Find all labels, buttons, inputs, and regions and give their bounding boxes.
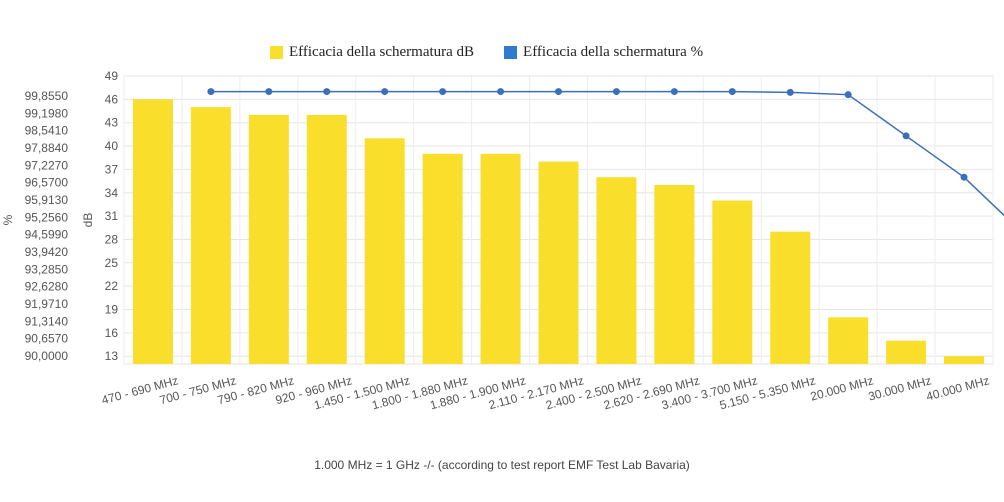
y-axis-percent-tick-label: 95,2560 xyxy=(25,210,69,224)
y-axis-percent-tick-label: 91,3140 xyxy=(25,314,69,328)
y-axis-db-tick-label: 43 xyxy=(105,116,119,130)
bar xyxy=(712,200,753,364)
line-point xyxy=(439,88,447,96)
legend-label-percent: Efficacia della schermatura % xyxy=(523,44,704,60)
line-point xyxy=(786,88,794,96)
bar xyxy=(596,177,637,364)
y-axis-percent-tick-label: 98,5410 xyxy=(25,124,69,138)
line-point xyxy=(670,88,678,96)
line-point xyxy=(207,88,215,96)
bar xyxy=(770,231,811,364)
y-axis-db-tick-label: 37 xyxy=(105,162,119,176)
bar xyxy=(654,184,695,364)
y-axis-db-tick-label: 46 xyxy=(105,92,119,106)
line-point xyxy=(960,173,968,181)
y-axis-db-tick-label: 49 xyxy=(105,69,119,83)
bar xyxy=(538,161,579,364)
y-axis-db-tick-label: 16 xyxy=(105,326,119,340)
y-axis-percent-tick-label: 93,9420 xyxy=(25,245,69,259)
y-axis-db-tick-label: 34 xyxy=(105,186,119,200)
y-axis-percent-tick-label: 99,1980 xyxy=(25,106,69,120)
y-axis-db-tick-label: 28 xyxy=(105,232,119,246)
line-point xyxy=(381,88,389,96)
y-axis-percent-tick-label: 91,9710 xyxy=(25,297,69,311)
legend-item-db[interactable]: Efficacia della schermatura dB xyxy=(270,44,474,61)
bar xyxy=(944,356,985,364)
line-point xyxy=(497,88,505,96)
line-point xyxy=(555,88,562,96)
y-axis-percent-tick-label: 92,6280 xyxy=(25,280,69,294)
y-axis-db-tick-label: 22 xyxy=(105,279,119,293)
legend-swatch-percent xyxy=(504,46,518,59)
legend-item-percent[interactable]: Efficacia della schermatura % xyxy=(504,44,703,61)
y-axis-db-tick-label: 25 xyxy=(105,256,119,270)
y-axis-percent-tick-label: 93,2850 xyxy=(25,262,69,276)
legend-label-db: Efficacia della schermatura dB xyxy=(289,44,475,60)
x-axis-category-label: 30.000 MHz xyxy=(867,373,933,403)
line-point xyxy=(323,88,331,96)
legend: Efficacia della schermatura dB Efficacia… xyxy=(270,44,703,61)
y-axis-db-title: dB xyxy=(81,213,95,228)
x-axis-category-label: 40.000 MHz xyxy=(925,373,991,403)
y-axis-percent-tick-label: 96,5700 xyxy=(25,176,69,190)
y-axis-percent-tick-label: 97,2270 xyxy=(25,158,69,172)
bar xyxy=(364,138,405,364)
y-axis-percent-tick-label: 99,8550 xyxy=(25,89,69,103)
line-point xyxy=(902,132,910,140)
y-axis-db-tick-label: 40 xyxy=(105,139,119,153)
y-axis-db-tick-label: 19 xyxy=(105,303,119,317)
y-axis-percent-tick-label: 95,9130 xyxy=(25,193,69,207)
bar xyxy=(886,340,927,364)
y-axis-db-tick-label: 31 xyxy=(105,209,119,223)
bar xyxy=(190,107,231,364)
y-axis-percent-tick-label: 90,6570 xyxy=(25,332,69,346)
y-axis-db-tick-label: 13 xyxy=(105,349,119,363)
x-axis-category-label: 20.000 MHz xyxy=(809,373,875,403)
bar xyxy=(422,153,463,364)
bar xyxy=(132,99,173,364)
y-axis-percent-tick-label: 94,5990 xyxy=(25,228,69,242)
bar xyxy=(306,114,347,365)
bar xyxy=(480,153,521,364)
line-point xyxy=(728,88,736,96)
line-point xyxy=(844,91,852,99)
bar xyxy=(248,114,289,365)
line-point xyxy=(265,88,273,96)
bar xyxy=(828,317,869,364)
y-axis-percent-tick-label: 97,8840 xyxy=(25,141,69,155)
y-axis-percent-tick-label: 90,0000 xyxy=(25,349,69,363)
chart-footnote: 1.000 MHz = 1 GHz -/- (according to test… xyxy=(314,458,690,472)
legend-swatch-db xyxy=(270,46,283,59)
y-axis-percent-title: % xyxy=(1,214,15,225)
line-point xyxy=(612,88,620,96)
